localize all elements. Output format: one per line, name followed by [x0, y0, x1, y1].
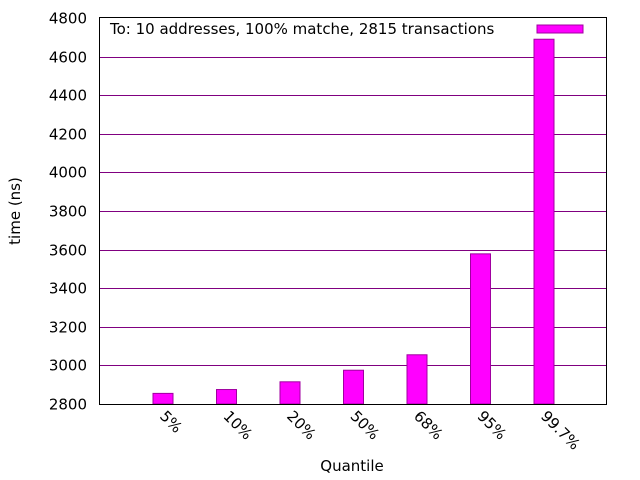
bar [343, 369, 364, 405]
x-tick-label: 5% [156, 407, 186, 437]
y-tick-label: 4600 [49, 49, 87, 67]
x-axis-ticks: 5% 10% 20% 50% 68% 95% 99.7% [156, 407, 583, 453]
y-tick-label: 3600 [49, 242, 87, 260]
y-tick-label: 4800 [49, 10, 87, 28]
grid-lines [100, 57, 606, 366]
x-tick-label: 20% [283, 407, 319, 443]
y-tick-label: 4000 [49, 164, 87, 182]
x-tick-label: 50% [347, 407, 383, 443]
y-tick-label: 3200 [49, 319, 87, 337]
x-tick-label: 10% [220, 407, 256, 443]
y-tick-label: 4200 [49, 126, 87, 144]
plot-frame [99, 17, 607, 405]
legend-swatch [536, 24, 584, 34]
bar [406, 354, 428, 405]
y-tick-label: 4400 [49, 87, 87, 105]
x-tick-label: 99.7% [537, 407, 583, 453]
legend-label: To: 10 addresses, 100% matche, 2815 tran… [109, 20, 495, 38]
y-tick-label: 2800 [49, 396, 87, 414]
bar [216, 389, 237, 405]
bar [470, 253, 491, 405]
bar [279, 381, 301, 405]
y-tick-label: 3000 [49, 357, 87, 375]
y-axis-ticks: 2800 3000 3200 3400 3600 3800 4000 4200 4400 4600… [49, 10, 87, 414]
y-tick-label: 3800 [49, 203, 87, 221]
bars [152, 38, 555, 405]
y-axis-label: time (ns) [6, 177, 24, 245]
x-tick-label: 95% [474, 407, 510, 443]
bar [152, 392, 174, 405]
bar [533, 38, 555, 405]
y-tick-label: 3400 [49, 280, 87, 298]
x-axis-label: Quantile [320, 457, 383, 475]
x-tick-label: 68% [410, 407, 446, 443]
legend: To: 10 addresses, 100% matche, 2815 tran… [109, 20, 584, 38]
